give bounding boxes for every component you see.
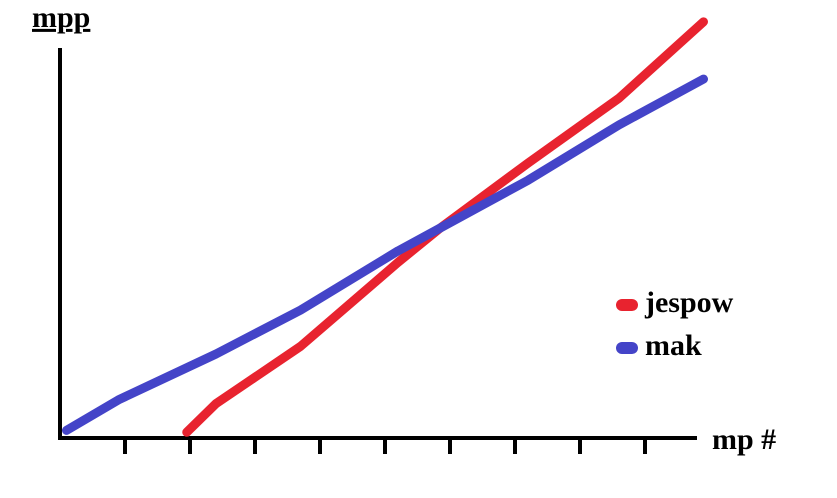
legend-label: jespow [644, 286, 734, 319]
series-line [62, 74, 708, 435]
series-line [182, 17, 708, 437]
y-axis-label: mpp [32, 1, 90, 34]
x-axis-label: mp # [712, 423, 776, 456]
legend-label: mak [645, 329, 702, 362]
